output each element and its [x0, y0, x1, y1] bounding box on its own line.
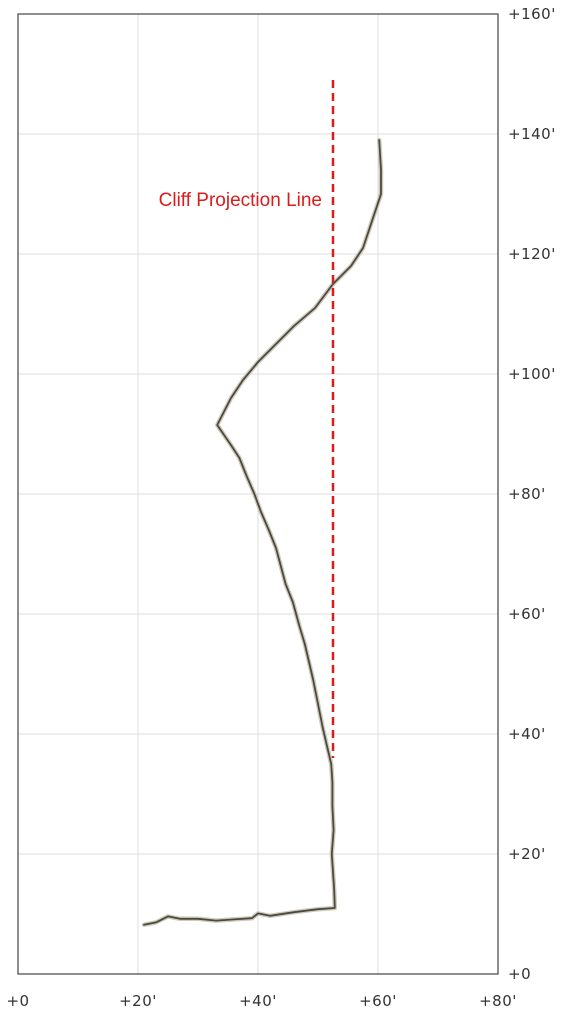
cliff-profile-halo [141, 137, 384, 928]
y-tick-label: +160' [508, 5, 556, 23]
grid-layer [18, 14, 498, 974]
x-tick-label: +80' [479, 992, 517, 1010]
y-axis-ticks: +0 +20' +40' +60' +80' +100' +120' +140' +160' [508, 5, 556, 983]
cliff-profile [141, 137, 384, 928]
y-tick-label: +20' [508, 845, 546, 863]
x-tick-label: +0 [6, 992, 29, 1010]
y-tick-label: +120' [508, 245, 556, 263]
x-tick-label: +20' [119, 992, 157, 1010]
x-tick-label: +40' [239, 992, 277, 1010]
y-tick-label: +140' [508, 125, 556, 143]
y-tick-label: +40' [508, 725, 546, 743]
y-tick-label: +60' [508, 605, 546, 623]
y-tick-label: +100' [508, 365, 556, 383]
y-tick-label: +0 [508, 965, 531, 983]
x-tick-label: +60' [359, 992, 397, 1010]
y-tick-label: +80' [508, 485, 546, 503]
cliff-projection-label: Cliff Projection Line [159, 190, 322, 211]
x-axis-ticks: +0 +20' +40' +60' +80' [6, 992, 516, 1010]
plot-frame [17, 13, 499, 975]
cliff-profile-line [143, 139, 382, 926]
